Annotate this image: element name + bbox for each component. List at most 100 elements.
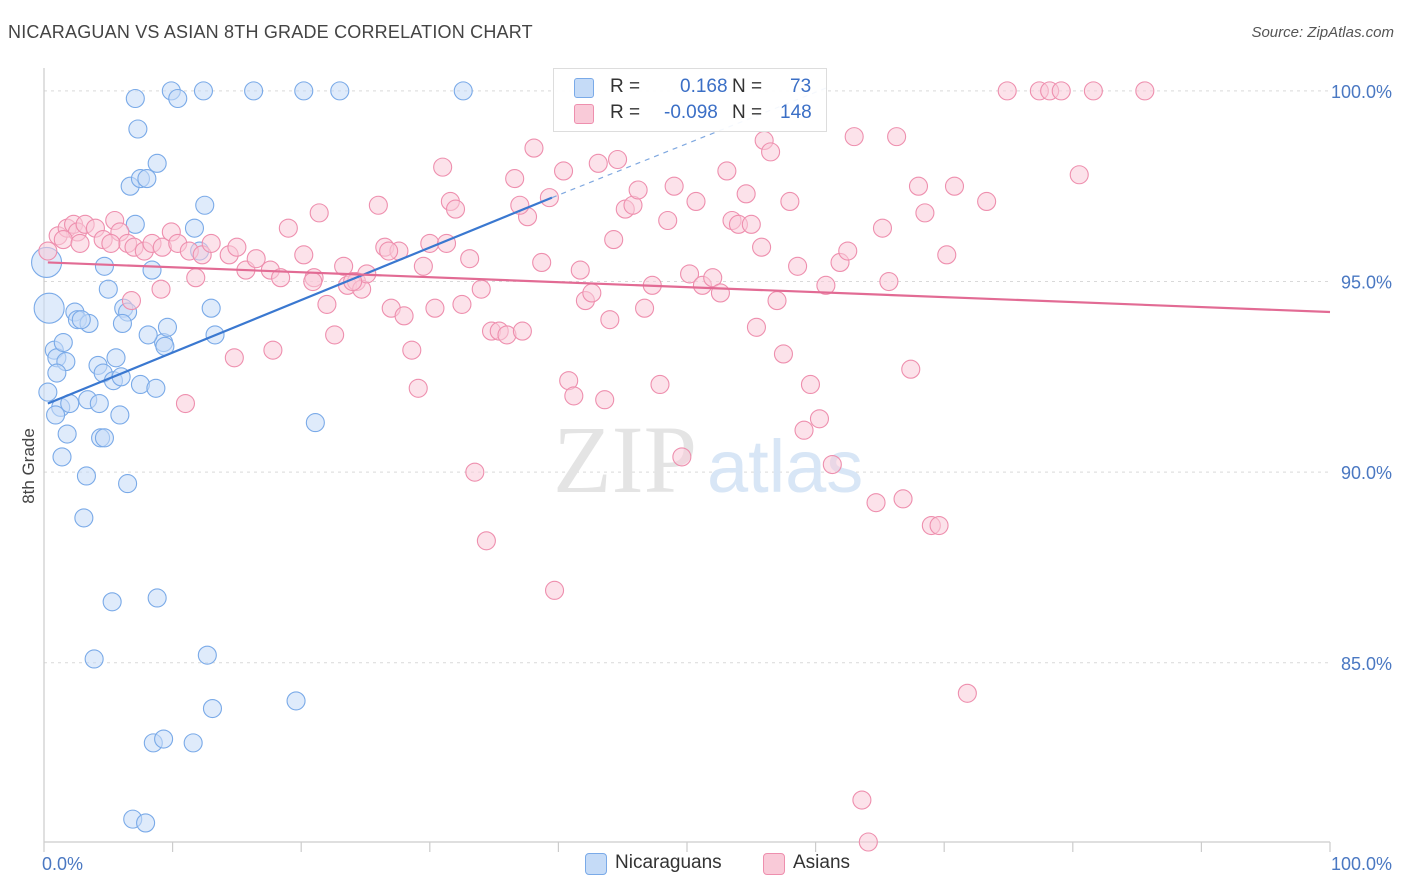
tick-labels: 85.0% 90.0% 95.0% 100.0% 0.0% 100.0% — [42, 82, 1392, 874]
data-point — [710, 283, 730, 303]
data-point — [142, 260, 162, 280]
data-point — [582, 283, 602, 303]
data-point — [52, 447, 72, 467]
data-point — [125, 214, 145, 234]
y-axis-title: 8th Grade — [19, 428, 38, 504]
legend-swatch-asians — [574, 104, 594, 124]
trend-line-asians — [47, 261, 1331, 314]
data-point — [201, 233, 221, 253]
data-point — [1083, 81, 1103, 101]
source-label: Source: ZipAtlas.com — [1251, 24, 1394, 41]
data-point — [915, 203, 935, 223]
data-point — [453, 81, 473, 101]
data-point — [246, 249, 266, 269]
data-point — [476, 531, 496, 551]
data-point — [244, 81, 264, 101]
data-point — [394, 306, 414, 326]
data-point — [977, 191, 997, 211]
data-point — [893, 489, 913, 509]
data-point — [604, 230, 624, 250]
data-point — [944, 176, 965, 196]
legend-n-label: N = — [732, 76, 763, 97]
data-point — [767, 291, 787, 311]
data-point — [588, 153, 608, 173]
data-point — [908, 176, 929, 196]
data-point — [553, 161, 574, 181]
y-tick-label: 95.0% — [1341, 273, 1392, 293]
legend-n-value: 73 — [790, 76, 812, 97]
data-point — [465, 462, 485, 482]
axes — [43, 68, 1331, 852]
x-tick-label: 0.0% — [42, 854, 83, 874]
data-point — [402, 340, 422, 360]
data-point — [201, 298, 221, 318]
data-point — [136, 813, 156, 833]
data-point — [379, 241, 399, 261]
data-point — [1135, 81, 1155, 101]
data-point — [408, 378, 428, 398]
data-point — [937, 245, 957, 265]
data-point — [425, 298, 445, 318]
data-point — [53, 332, 73, 353]
data-point — [413, 256, 433, 276]
data-point — [780, 191, 800, 211]
data-point — [887, 127, 907, 147]
data-point — [664, 176, 684, 196]
data-point — [524, 138, 544, 158]
data-point — [686, 191, 706, 211]
legend-r-label: R = — [610, 76, 641, 97]
data-point — [146, 378, 166, 398]
data-point — [184, 218, 205, 238]
data-point — [71, 310, 91, 330]
data-point — [38, 241, 58, 261]
trend-line-nicaraguans — [47, 196, 553, 405]
data-point — [680, 264, 700, 284]
data-point — [544, 580, 565, 600]
legend-swatch-nicaraguans — [574, 78, 594, 98]
data-point — [866, 493, 886, 513]
data-point — [628, 180, 648, 200]
data-point — [1051, 81, 1071, 101]
legend-label-asians: Asians — [793, 852, 851, 873]
data-point — [137, 169, 157, 189]
data-point — [33, 292, 65, 324]
data-point — [816, 275, 836, 295]
legend-r-label: R = — [610, 102, 641, 123]
trend-lines — [47, 86, 1331, 405]
data-point — [608, 149, 628, 170]
data-point — [224, 348, 244, 368]
data-point — [278, 218, 298, 238]
data-point — [505, 169, 525, 189]
data-point — [736, 184, 756, 204]
data-point — [74, 508, 94, 528]
data-point — [800, 374, 821, 395]
data-point — [294, 81, 314, 101]
data-point — [741, 214, 761, 234]
y-tick-label: 85.0% — [1341, 654, 1392, 674]
data-point — [872, 218, 893, 238]
data-point — [901, 359, 921, 379]
data-point — [595, 390, 615, 410]
series-asians — [38, 81, 1155, 852]
data-point — [197, 645, 217, 665]
data-point — [101, 233, 121, 253]
data-point — [564, 386, 584, 406]
data-point — [263, 340, 283, 360]
data-point — [317, 294, 337, 314]
data-point — [38, 382, 58, 402]
data-point — [46, 405, 66, 425]
data-point — [183, 733, 203, 753]
data-point — [151, 279, 171, 299]
data-point — [84, 649, 104, 669]
data-point — [157, 317, 178, 337]
data-point — [746, 317, 766, 337]
data-point — [433, 157, 453, 177]
data-point — [57, 424, 77, 444]
data-point — [128, 119, 148, 139]
data-point — [89, 393, 109, 414]
data-point — [717, 161, 737, 181]
data-point — [94, 428, 114, 448]
data-point — [202, 699, 223, 719]
data-point — [53, 230, 73, 250]
x-tick-label: 100.0% — [1331, 854, 1392, 874]
